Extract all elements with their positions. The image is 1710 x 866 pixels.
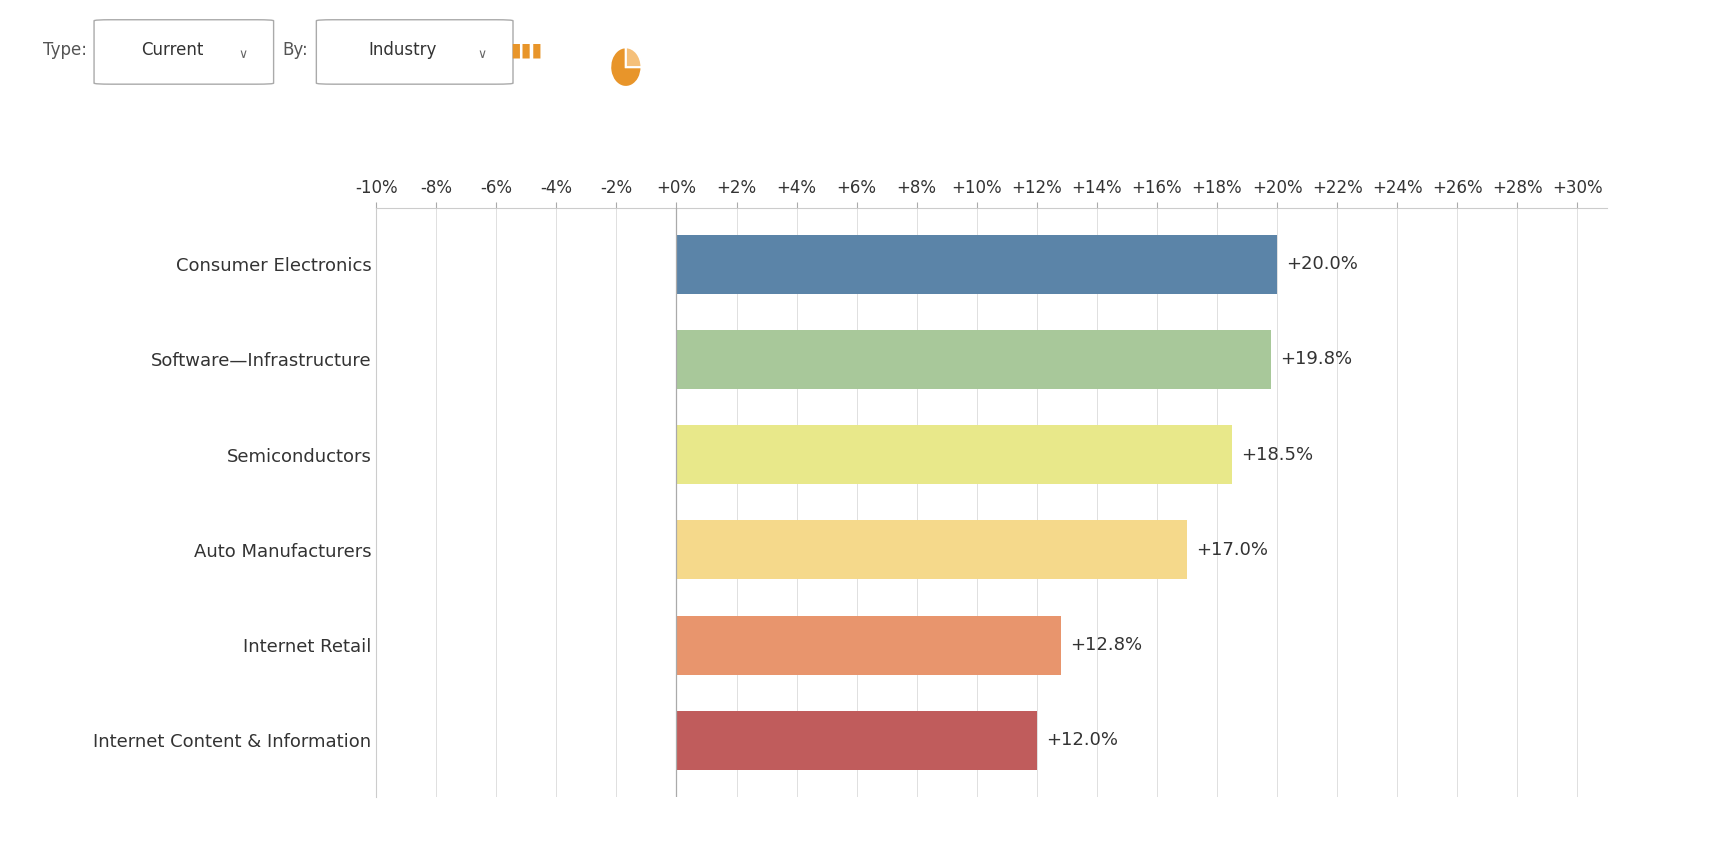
Text: By:: By: xyxy=(282,41,308,59)
Text: +12.0%: +12.0% xyxy=(1047,732,1118,749)
Text: ∨: ∨ xyxy=(238,48,248,61)
Bar xyxy=(677,330,1271,389)
Text: +17.0%: +17.0% xyxy=(1195,541,1269,559)
Text: +18.5%: +18.5% xyxy=(1241,446,1313,463)
Text: ∨: ∨ xyxy=(477,48,487,61)
Text: +19.8%: +19.8% xyxy=(1281,351,1353,368)
Text: +12.8%: +12.8% xyxy=(1070,637,1142,654)
FancyBboxPatch shape xyxy=(94,20,274,84)
Bar xyxy=(677,520,1187,579)
Text: ▮▮▮: ▮▮▮ xyxy=(511,41,542,60)
Wedge shape xyxy=(626,48,641,68)
FancyBboxPatch shape xyxy=(316,20,513,84)
Bar xyxy=(677,711,1036,770)
Bar xyxy=(677,235,1277,294)
Text: +20.0%: +20.0% xyxy=(1286,255,1358,273)
Text: Current: Current xyxy=(140,41,203,59)
Wedge shape xyxy=(610,48,641,87)
Bar xyxy=(677,616,1060,675)
Text: Industry: Industry xyxy=(369,41,436,59)
Bar xyxy=(677,425,1231,484)
Text: Type:: Type: xyxy=(43,41,87,59)
